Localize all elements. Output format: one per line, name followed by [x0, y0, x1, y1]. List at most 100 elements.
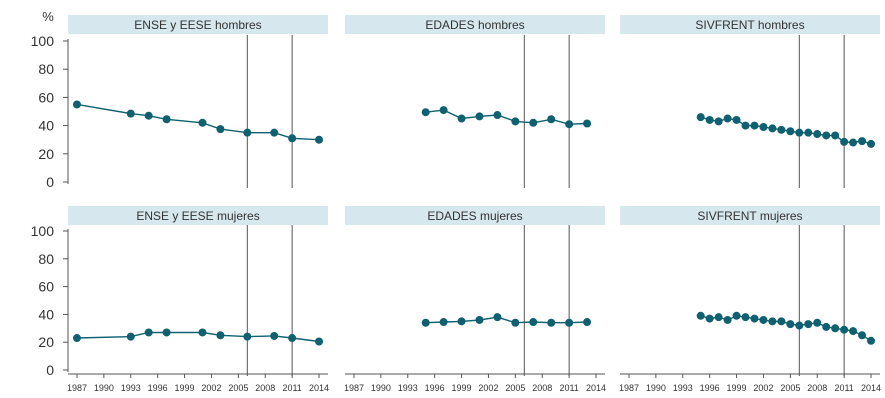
data-point — [511, 117, 520, 126]
panel: EDADES mujeres 1987 1990 1993 1996 1999 2002 20… — [344, 206, 606, 393]
data-point — [777, 317, 786, 326]
data-point — [583, 119, 592, 128]
data-point — [439, 106, 448, 115]
data-point — [786, 127, 795, 136]
x-tick-label: 1999 — [175, 383, 195, 393]
panel-header — [620, 206, 880, 225]
data-point — [741, 313, 750, 322]
data-point — [831, 324, 840, 333]
y-tick-label: 60 — [38, 279, 54, 295]
panel: EDADES hombres — [345, 15, 605, 188]
panel: ENSE y EESE hombres 0 20 40 60 80 100 — [31, 15, 328, 190]
data-point — [768, 124, 777, 133]
data-point — [421, 108, 430, 117]
x-tick-label: 2005 — [780, 383, 800, 393]
y-tick-label: 40 — [38, 306, 54, 322]
y-tick-label: 100 — [31, 33, 55, 49]
data-point — [696, 113, 705, 122]
data-point — [840, 137, 849, 146]
panel: ENSE y EESE mujeres 0 20 40 60 80 100 1987 1990 1… — [31, 206, 329, 393]
x-tick-label: 2014 — [309, 383, 329, 393]
y-tick-label: 80 — [38, 251, 54, 267]
x-tick-label: 2002 — [478, 383, 498, 393]
data-point — [705, 314, 714, 323]
data-point — [705, 115, 714, 124]
data-point — [529, 118, 538, 127]
y-axis-unit-label: % — [42, 9, 54, 24]
panel: SIVFRENT mujeres 1987 1990 1993 1996 1999 2002… — [619, 206, 881, 393]
data-point — [126, 332, 135, 341]
x-tick-label: 2008 — [807, 383, 827, 393]
x-tick-label: 1996 — [148, 383, 168, 393]
data-point — [786, 320, 795, 329]
data-point — [288, 334, 297, 343]
data-point — [421, 318, 430, 327]
data-point — [216, 125, 225, 134]
y-tick-label: 60 — [38, 89, 54, 105]
panel-header — [345, 15, 605, 34]
data-point — [243, 128, 252, 137]
x-tick-label: 1987 — [67, 383, 87, 393]
data-point — [457, 317, 466, 326]
data-point — [288, 134, 297, 143]
data-point — [493, 111, 502, 120]
panel-header — [345, 206, 605, 225]
data-point — [457, 114, 466, 123]
panel-title: ENSE y EESE hombres — [134, 18, 261, 32]
x-tick-label: 1996 — [425, 383, 445, 393]
data-point — [315, 135, 324, 144]
y-tick-label: 80 — [38, 61, 54, 77]
data-point — [714, 117, 723, 126]
x-tick-label: 2005 — [505, 383, 525, 393]
data-point — [583, 318, 592, 327]
data-point — [858, 331, 867, 340]
x-tick-label: 2008 — [532, 383, 552, 393]
panel-header — [68, 15, 328, 34]
data-point — [777, 125, 786, 134]
y-tick-label: 0 — [46, 362, 54, 378]
panel-title: SIVFRENT mujeres — [697, 209, 802, 223]
data-point — [849, 138, 858, 147]
series-line — [76, 331, 320, 343]
panel-header — [68, 206, 328, 225]
y-tick-label: 20 — [38, 146, 54, 162]
data-point — [714, 313, 723, 322]
series-line — [76, 103, 320, 141]
data-point — [858, 137, 867, 146]
data-point — [144, 328, 153, 337]
x-tick-label: 2002 — [753, 383, 773, 393]
x-tick-label: 1987 — [344, 383, 364, 393]
data-point — [126, 109, 135, 118]
data-point — [547, 318, 556, 327]
data-point — [759, 123, 768, 132]
data-point — [813, 318, 822, 327]
x-tick-label: 2011 — [282, 383, 301, 393]
data-point — [759, 315, 768, 324]
data-point — [243, 332, 252, 341]
y-tick-label: 0 — [46, 174, 54, 190]
data-point — [849, 327, 858, 336]
data-point — [547, 115, 556, 124]
x-tick-label: 1990 — [94, 383, 114, 393]
x-tick-label: 1999 — [452, 383, 472, 393]
x-tick-label: 2014 — [861, 383, 881, 393]
series-line — [425, 109, 588, 125]
data-point — [565, 318, 574, 327]
data-point — [822, 131, 831, 140]
x-tick-label: 1996 — [700, 383, 720, 393]
data-point — [216, 331, 225, 340]
y-tick-label: 20 — [38, 334, 54, 350]
data-point — [723, 315, 732, 324]
data-point — [840, 325, 849, 334]
data-point — [475, 112, 484, 121]
data-point — [439, 318, 448, 327]
x-tick-label: 2002 — [201, 383, 221, 393]
data-point — [732, 115, 741, 124]
data-point — [565, 120, 574, 129]
data-point — [270, 128, 279, 137]
data-point — [867, 139, 876, 148]
data-point — [750, 121, 759, 130]
series-line — [425, 316, 588, 324]
data-point — [696, 311, 705, 320]
